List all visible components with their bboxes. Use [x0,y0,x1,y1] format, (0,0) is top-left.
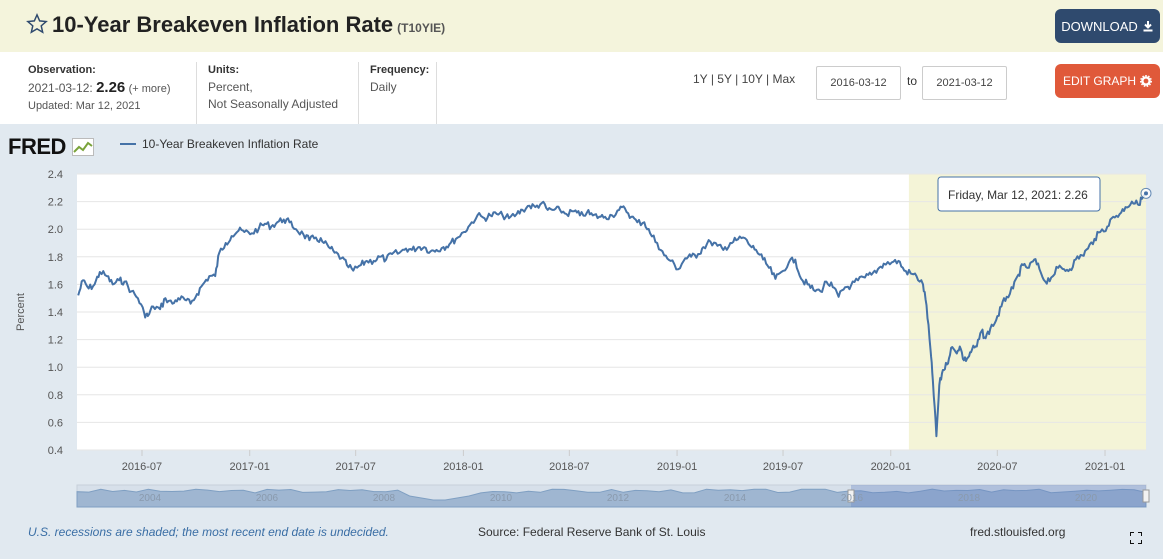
navigator-year-label: 2010 [490,493,513,504]
end-date-input[interactable]: 2021-03-12 [922,66,1007,100]
y-tick-label: 0.8 [48,390,63,402]
y-tick-label: 1.2 [48,335,63,347]
fullscreen-icon[interactable] [1130,532,1142,544]
divider [436,62,437,124]
frequency-value: Daily [370,80,397,94]
y-tick-label: 0.6 [48,417,63,429]
observation-more-link[interactable]: (+ more) [128,83,171,95]
units-label: Units: [208,64,240,76]
start-date-input[interactable]: 2016-03-12 [816,66,901,100]
range-max-link[interactable]: Max [772,72,796,86]
navigator-year-label: 2004 [139,493,162,504]
chart-svg: 0.4 0.6 0.8 1.0 1.2 1.4 1.6 1.8 2.0 2.2 2.4 2016-07… [15,169,1152,508]
divider [358,62,359,124]
chart-panel: FRED 10-Year Breakeven Inflation Rate 0.… [0,124,1163,559]
frequency-label: Frequency: [370,64,430,76]
legend-line-swatch [120,143,136,145]
navigator-series [76,488,1147,508]
x-tick-label: 2018-07 [549,461,589,473]
x-tick-label: 2020-01 [871,461,911,473]
range-5y-link[interactable]: 5Y [717,72,732,86]
gear-icon [1140,75,1153,87]
series-id: (T10YIE) [397,21,446,35]
tooltip-text: Friday, Mar 12, 2021: 2.26 [948,188,1088,202]
page-header: 10-Year Breakeven Inflation Rate (T10YIE)… [0,0,1163,52]
range-1y-link[interactable]: 1Y [693,72,708,86]
y-tick-label: 1.4 [48,307,63,319]
observation-value: 2.26 [96,79,126,96]
legend-label: 10-Year Breakeven Inflation Rate [142,137,319,151]
navigator-year-label: 2018 [958,493,981,504]
range-separator: | [710,72,714,86]
navigator-year-label: 2016 [841,493,864,504]
x-tick-label: 2017-07 [335,461,375,473]
divider [196,62,197,124]
navigator-year-label: 2014 [724,493,747,504]
download-label: DOWNLOAD [1061,18,1138,34]
series-title: 10-Year Breakeven Inflation Rate [52,12,394,37]
units-line-1: Percent, [208,80,253,94]
y-tick-label: 2.0 [48,224,63,236]
page-title: 10-Year Breakeven Inflation Rate (T10YIE) [52,12,445,38]
navigator-handle[interactable] [1142,489,1150,503]
units-block: Units: Percent, Not Seasonally Adjusted [208,62,338,113]
tooltip-box [937,176,1101,212]
star-icon[interactable] [26,13,48,35]
observation-date: 2021-03-12: [28,81,93,95]
to-label: to [907,74,918,88]
y-tick-label: 1.8 [48,252,63,264]
fred-logo: FRED [8,134,94,160]
data-point[interactable] [1144,191,1148,196]
x-tick-label: 2019-01 [657,461,697,473]
observation-label: Observation: [28,64,96,76]
y-tick-label: 2.2 [48,197,63,209]
x-tick-label: 2020-07 [977,461,1017,473]
source-note: Source: Federal Reserve Bank of St. Loui… [478,525,706,539]
source-url[interactable]: fred.stlouisfed.org [970,525,1066,539]
updated-date: Updated: Mar 12, 2021 [28,100,141,112]
tooltip-date: Friday, Mar 12, 2021: [948,188,1065,202]
navigator-year-label: 2020 [1075,493,1098,504]
series-meta: Observation: 2021-03-12: 2.26 (+ more) U… [0,52,1163,124]
y-tick-label: 1.0 [48,362,63,374]
frequency-block: Frequency: Daily [370,62,429,96]
range-separator: | [766,72,770,86]
chart-legend: 10-Year Breakeven Inflation Rate [120,137,318,151]
y-tick-label: 2.4 [48,169,63,181]
units-line-2: Not Seasonally Adjusted [208,97,339,111]
y-tick-label: 0.4 [48,445,63,457]
navigator-year-label: 2006 [256,493,279,504]
edit-graph-label: EDIT GRAPH [1062,74,1137,88]
edit-graph-button[interactable]: EDIT GRAPH [1055,64,1160,98]
x-tick-label: 2018-01 [443,461,483,473]
fred-logo-text: FRED [8,134,66,159]
tooltip-value: 2.26 [1065,188,1089,202]
recession-note: U.S. recessions are shaded; the most rec… [28,525,389,539]
y-tick-label: 1.6 [48,279,63,291]
navigator-handle[interactable] [847,489,855,503]
range-10y-link[interactable]: 10Y [741,72,763,86]
y-axis-label: Percent [15,293,27,331]
observation-block: Observation: 2021-03-12: 2.26 (+ more) U… [28,62,170,115]
navigator-year-label: 2012 [607,493,630,504]
range-separator: | [735,72,739,86]
x-tick-label: 2016-07 [122,461,162,473]
navigator-selection[interactable] [851,485,1146,507]
chart-logo-icon [71,138,94,156]
x-tick-label: 2017-01 [230,461,270,473]
x-tick-label: 2019-07 [763,461,803,473]
range-links: 1Y | 5Y | 10Y | Max [693,72,795,86]
series-line [77,192,1147,438]
navigator-year-label: 2008 [373,493,396,504]
x-tick-label: 2021-01 [1085,461,1125,473]
download-icon [1143,21,1153,32]
download-button[interactable]: DOWNLOAD [1055,9,1160,43]
